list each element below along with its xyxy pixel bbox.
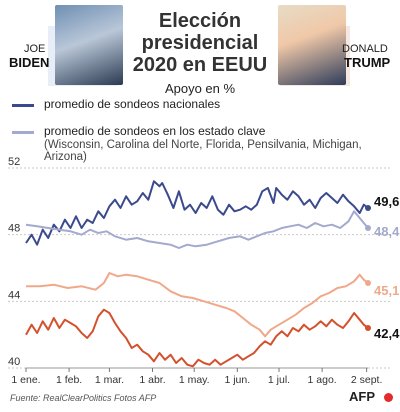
y-tick-label: 40 [8,356,20,368]
series-end-label: 49,6 [374,194,399,209]
x-tick-label: 2 sept. [351,374,383,386]
x-tick-label: 1 mar. [95,374,124,386]
y-tick-label: 44 [8,289,20,301]
x-tick-label: 1 feb. [56,374,82,386]
y-tick-label: 52 [8,156,20,168]
afp-logo: AFP [349,389,375,404]
series-line-trump_national [25,308,369,368]
chart-subtitle: Apoyo en % [164,81,236,96]
series-end-label: 42,4 [374,326,400,341]
series-end-dot [365,325,371,331]
legend-swatch-states [12,131,34,134]
legend-label-states: promedio de sondeos en los estado clave [44,124,266,138]
series-line-biden_states [25,210,369,249]
afp-logo-dot [384,393,393,402]
legend-label-national: promedio de sondeos nacionales [44,97,221,111]
trump-photo [278,5,346,85]
series-end-dot [365,225,371,231]
x-tick-label: 1 jul. [268,374,290,386]
series-line-biden_national [25,180,369,246]
y-tick-label: 48 [8,223,20,235]
series-end-label: 48,4 [374,224,400,239]
x-tick-label: 1 may. [179,374,210,386]
series-end-dot [365,280,371,286]
x-tick-label: 1 jun. [224,374,250,386]
title-line-3: 2020 en EEUU [132,54,268,76]
biden-first-name: JOE [24,43,46,55]
series-end-dot [365,205,371,211]
biden-photo [55,5,123,85]
series-line-trump_states [26,272,369,338]
trump-last-name: TRUMP [344,55,391,70]
x-tick-label: 1 abr. [139,374,165,386]
x-tick-label: 1 ago. [308,374,337,386]
legend-swatch-national [12,104,34,107]
title-line-1: Elección [158,10,242,32]
biden-last-name: BIDEN [9,55,50,70]
title-line-2: presidencial [141,32,259,54]
source-note: Fuente: RealClearPolitics Fotos AFP [10,393,157,403]
x-tick-label: 1 ene. [11,374,40,386]
legend-note-states: (Wisconsin, Carolina del Norte, Florida,… [44,139,362,163]
series-end-label: 45,1 [374,283,399,298]
trump-first-name: DONALD [342,43,388,55]
